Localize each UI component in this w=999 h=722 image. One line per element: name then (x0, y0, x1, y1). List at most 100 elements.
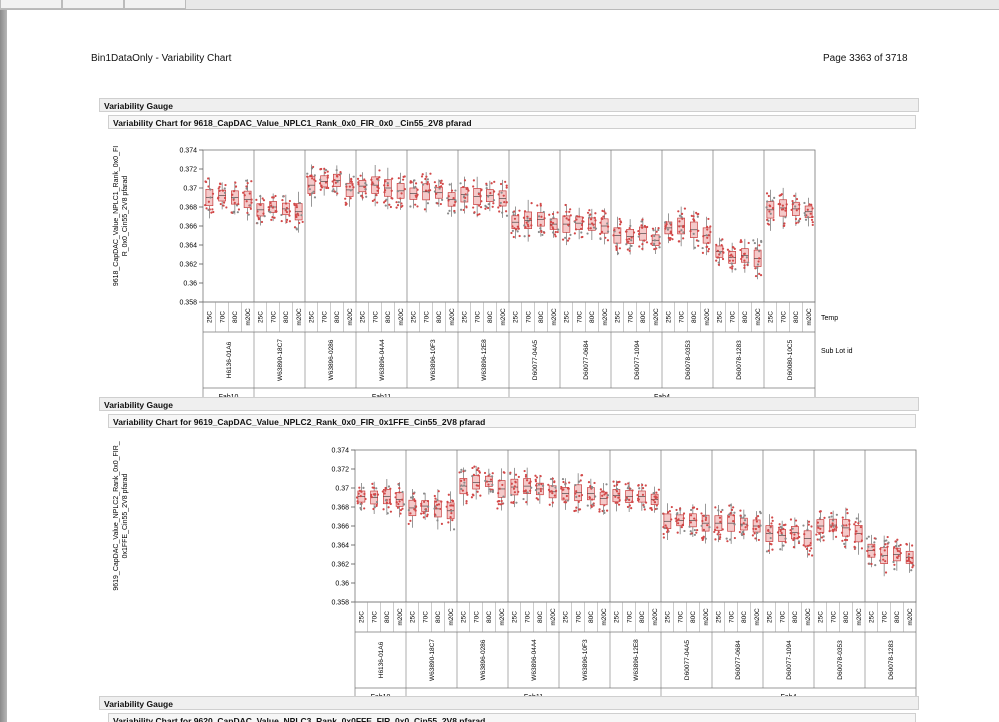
chart-title-2[interactable]: Variability Chart for 9619_CapDAC_Value_… (108, 414, 916, 428)
fab-label: Fab4 (654, 394, 670, 398)
temp-label: 25C (513, 311, 520, 323)
data-point (873, 541, 876, 544)
data-point (586, 232, 589, 235)
data-point (370, 183, 373, 186)
data-point (274, 194, 277, 198)
data-point (567, 218, 570, 221)
variability-gauge-header-3[interactable]: Variability Gauge (99, 696, 919, 710)
data-point (707, 241, 710, 245)
data-point (810, 554, 814, 557)
temp-label: 80C (639, 611, 646, 623)
data-point (676, 531, 679, 534)
data-point (391, 177, 394, 180)
data-point (285, 220, 288, 224)
variability-gauge-header[interactable]: Variability Gauge (99, 98, 919, 112)
temp-label: m20C (805, 608, 812, 626)
data-point (806, 528, 809, 531)
data-point (295, 203, 298, 207)
data-point (717, 263, 720, 266)
data-point (313, 178, 316, 181)
data-point (806, 216, 810, 219)
data-point (840, 531, 844, 534)
data-point (459, 208, 463, 211)
data-point (658, 235, 661, 238)
data-point (223, 187, 226, 190)
data-point (539, 202, 542, 206)
data-point (556, 228, 560, 231)
temp-label: 80C (894, 611, 901, 623)
data-point (489, 478, 493, 481)
data-point (501, 502, 504, 505)
data-point (692, 232, 695, 235)
data-point (564, 236, 567, 239)
data-point (543, 217, 546, 220)
chart-title-3[interactable]: Variability Chart for 9620_CapDAC_Value_… (108, 713, 916, 722)
data-point (537, 215, 541, 218)
lot-label: W63896-04A4 (531, 639, 538, 681)
data-point (528, 482, 531, 485)
data-point (394, 496, 397, 499)
data-point (463, 179, 467, 182)
data-point (707, 247, 710, 251)
data-point (409, 205, 412, 208)
data-point (413, 498, 416, 501)
data-point (420, 512, 423, 515)
data-point (517, 490, 520, 493)
data-point (653, 234, 656, 238)
data-point (894, 544, 897, 548)
data-point (910, 561, 914, 565)
data-point (356, 502, 359, 505)
data-point (373, 506, 376, 509)
data-point (795, 524, 798, 527)
data-point (218, 189, 221, 192)
data-point (905, 543, 909, 546)
temp-label: 70C (576, 311, 583, 323)
data-point (384, 499, 388, 502)
data-point (808, 203, 811, 206)
data-point (655, 230, 658, 233)
chart-title[interactable]: Variability Chart for 9618_CapDAC_Value_… (108, 115, 916, 129)
data-point (440, 198, 444, 201)
data-point (371, 181, 374, 184)
data-point (867, 535, 870, 538)
data-point (411, 495, 415, 498)
data-point (562, 480, 565, 484)
data-point (811, 207, 814, 210)
data-point (638, 232, 641, 236)
window-tab[interactable] (62, 0, 124, 9)
data-point (784, 209, 787, 212)
data-point (462, 470, 465, 473)
data-point (548, 503, 551, 506)
data-point (617, 503, 621, 506)
data-point (654, 497, 657, 500)
data-point (524, 475, 528, 478)
data-point (650, 234, 653, 238)
data-point (434, 186, 437, 189)
data-point (717, 531, 720, 534)
data-point (295, 227, 298, 230)
temp-label: 70C (525, 311, 532, 323)
variability-gauge-header-2[interactable]: Variability Gauge (99, 397, 919, 411)
data-point (689, 508, 693, 512)
data-point (530, 486, 533, 489)
data-point (688, 525, 691, 528)
data-point (449, 516, 452, 519)
data-point (868, 554, 871, 557)
data-point (480, 200, 483, 203)
temp-label: m20C (296, 308, 303, 326)
window-tab[interactable] (124, 0, 186, 9)
data-point (398, 487, 401, 490)
data-point (209, 188, 212, 191)
data-point (743, 252, 746, 255)
temp-label: m20C (245, 308, 252, 326)
data-point (452, 197, 455, 200)
data-point (551, 492, 554, 495)
data-point (818, 538, 821, 541)
window-tab[interactable] (0, 0, 62, 9)
data-point (772, 218, 775, 222)
data-point (872, 548, 875, 552)
data-point (224, 183, 227, 187)
data-point (804, 218, 808, 221)
data-point (789, 529, 792, 532)
data-point (427, 191, 430, 194)
